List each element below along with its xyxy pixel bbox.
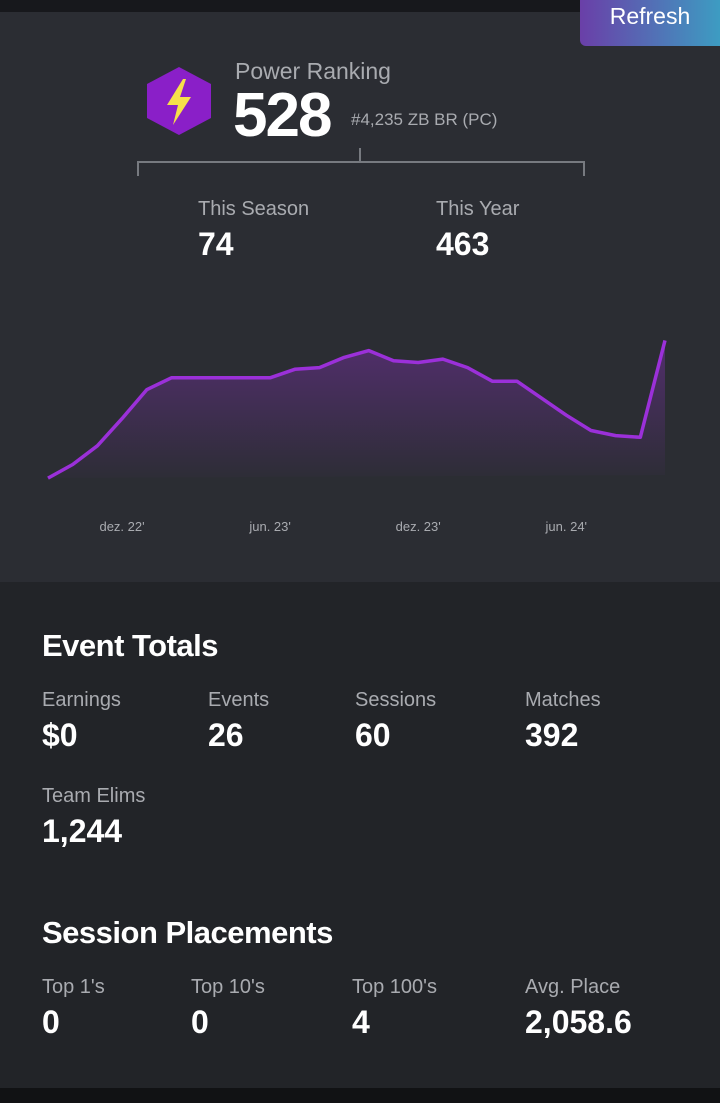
stat-label: Sessions xyxy=(355,689,437,711)
section-title: Session Placements xyxy=(42,915,333,950)
season-value: 74 xyxy=(198,226,234,262)
ranking-value: 528 xyxy=(233,81,332,150)
stat-value: 0 xyxy=(42,1004,60,1040)
stat-label: Matches xyxy=(525,689,601,711)
stat-value: 60 xyxy=(355,717,391,753)
stat-value: $0 xyxy=(42,717,78,753)
x-tick-label: dez. 22' xyxy=(99,519,144,534)
stat-value: 1,244 xyxy=(42,813,123,849)
stat-label: Top 100's xyxy=(352,976,437,998)
top-bar xyxy=(0,0,720,12)
stat-label: Team Elims xyxy=(42,785,146,807)
x-tick-label: jun. 23' xyxy=(248,519,291,534)
year-label: This Year xyxy=(436,198,520,220)
stat-label: Top 10's xyxy=(191,976,265,998)
stat-value: 392 xyxy=(525,717,579,753)
rank-icon xyxy=(147,67,211,135)
chart: dez. 22' jun. 23' dez. 23' jun. 24' xyxy=(47,339,667,534)
stat-value: 4 xyxy=(352,1004,370,1040)
x-tick-label: jun. 24' xyxy=(545,519,588,534)
area-fill xyxy=(48,340,665,479)
stat-label: Top 1's xyxy=(42,976,105,998)
ranking-panel xyxy=(0,12,720,582)
line xyxy=(47,339,667,480)
stat-label: Avg. Place xyxy=(525,976,621,998)
bottom-bar xyxy=(0,1088,720,1103)
stat-label: Events xyxy=(208,689,270,711)
section-title: Event Totals xyxy=(42,628,219,663)
ranking-label: Power Ranking xyxy=(235,58,391,84)
bracket xyxy=(137,148,585,176)
stat-label: Earnings xyxy=(42,689,121,711)
season-label: This Season xyxy=(198,198,310,220)
refresh-button[interactable]: Refresh xyxy=(580,0,720,46)
stat-value: 0 xyxy=(191,1004,209,1040)
stat-value: 2,058.6 xyxy=(525,1004,632,1040)
ranking-rank: #4,235 ZB BR (PC) xyxy=(351,110,498,129)
stat-value: 26 xyxy=(208,717,244,753)
year-value: 463 xyxy=(436,226,490,262)
x-tick-label: dez. 23' xyxy=(396,519,441,534)
